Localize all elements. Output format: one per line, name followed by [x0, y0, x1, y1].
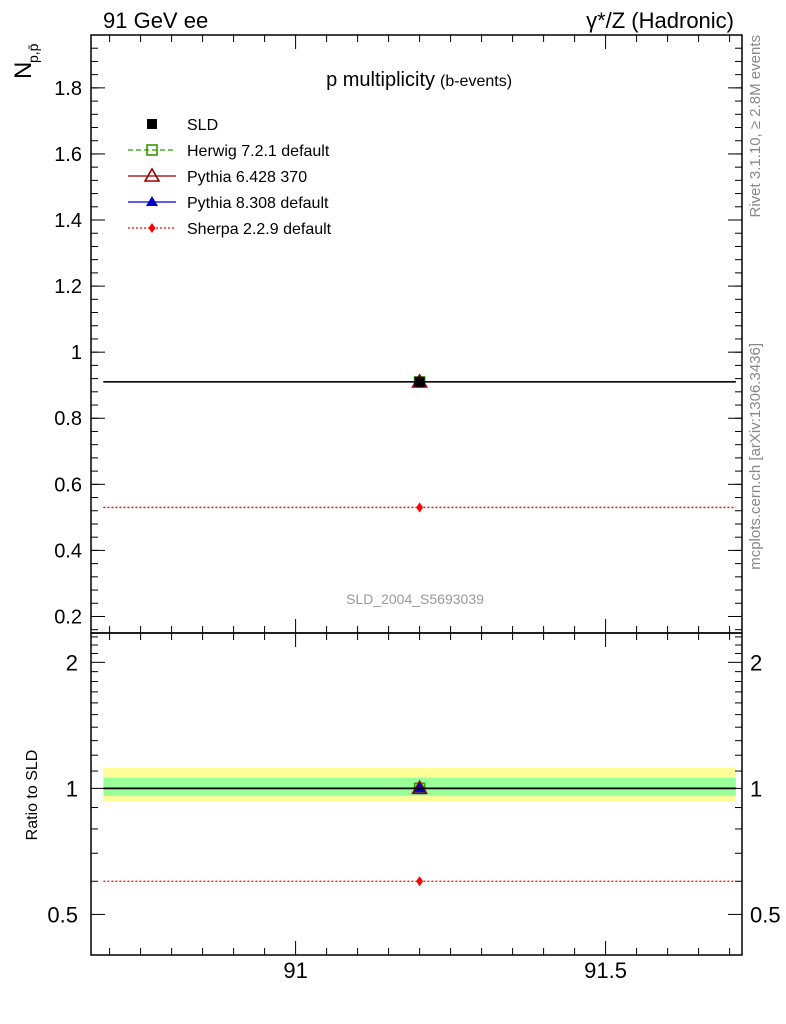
- ratio-point-2: [411, 779, 428, 795]
- ratio-y-axis-label: Ratio to SLD: [24, 750, 41, 841]
- y-tick-label: 0.8: [54, 408, 82, 430]
- legend-marker-0: [147, 119, 157, 129]
- legend: SLD Herwig 7.2.1 default Pythia 6.428 370 P…: [128, 117, 332, 238]
- y-axis-label: N: [10, 62, 37, 79]
- y-tick-label: 1.8: [54, 78, 82, 100]
- side-label-mcplots: mcplots.cern.ch [arXiv:1306.3436]: [747, 343, 764, 570]
- ratio-point-3: [413, 782, 426, 793]
- y-tick-label: 1.4: [54, 210, 82, 232]
- main-subtitle: (b-events): [440, 73, 512, 90]
- legend-label: Pythia 6.428 370: [187, 169, 307, 186]
- ratio-y-tick-label: 0.5: [47, 902, 78, 927]
- y-tick-label: 1.2: [54, 276, 82, 298]
- main-panel: 0.2 0.4 0.6 0.8 1 1.2 1.4 1.6 1.8: [54, 34, 743, 634]
- legend-marker-3: [146, 196, 158, 206]
- watermark: SLD_2004_S5693039: [346, 591, 484, 607]
- ratio-y-tick-label-right: 0.5: [750, 902, 781, 927]
- x-tick-label: 91: [283, 958, 307, 983]
- ratio-y-tick-label-right: 1: [750, 776, 762, 801]
- legend-label: SLD: [187, 117, 218, 134]
- y-tick-label: 1: [71, 342, 82, 364]
- legend-label: Pythia 8.308 default: [187, 195, 329, 212]
- ratio-frame: [90, 632, 743, 956]
- y-tick-label: 0.6: [54, 474, 82, 496]
- ratio-y-tick-label-right: 2: [750, 650, 762, 675]
- y-axis-label-subscript: p,p̄: [25, 43, 41, 63]
- ratio-point-4: [416, 876, 424, 887]
- ratio-y-tick-label: 2: [66, 650, 78, 675]
- main-title: p multiplicity: [326, 69, 435, 91]
- header-left: 91 GeV ee: [103, 8, 208, 33]
- ratio-y-tick-label: 1: [66, 776, 78, 801]
- legend-label: Herwig 7.2.1 default: [187, 143, 330, 160]
- legend-marker-2: [143, 167, 161, 182]
- side-label-rivet: Rivet 3.1.10, ≥ 2.8M events: [747, 35, 764, 218]
- ratio-panel: 0.5 0.5 1 1 2 2 91 91.5: [47, 632, 781, 983]
- y-tick-label: 0.2: [54, 606, 82, 628]
- data-point-4: [416, 502, 424, 513]
- legend-marker-4: [148, 223, 156, 233]
- x-tick-label: 91.5: [584, 958, 627, 983]
- legend-marker-1: [146, 144, 158, 156]
- data-point-0: [414, 376, 425, 387]
- header-right: γ*/Z (Hadronic): [586, 8, 734, 33]
- y-tick-label: 1.6: [54, 144, 82, 166]
- legend-label: Sherpa 2.2.9 default: [187, 221, 332, 238]
- y-tick-label: 0.4: [54, 540, 82, 562]
